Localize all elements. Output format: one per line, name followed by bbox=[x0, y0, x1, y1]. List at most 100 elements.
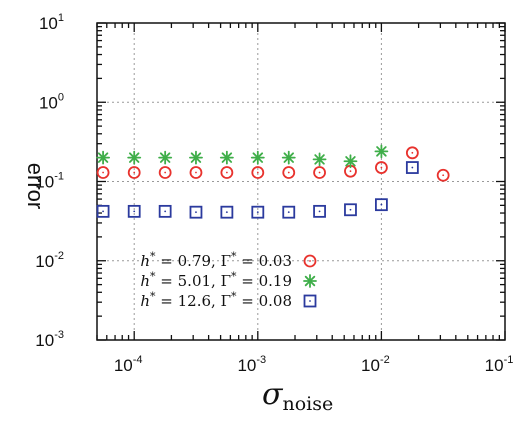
legend: h* = 0.79, Γ* = 0.03h* = 5.01, Γ* = 0.19… bbox=[140, 250, 317, 310]
legend-marker-asterisk-stroke bbox=[304, 275, 316, 287]
square-point-box bbox=[405, 161, 419, 174]
circle-point-dot bbox=[133, 171, 136, 174]
x-tick-label-base: 10 bbox=[485, 356, 504, 375]
legend-marker-square-dot bbox=[309, 300, 311, 302]
asterisk-point-stroke bbox=[314, 154, 325, 165]
asterisk-point bbox=[158, 150, 173, 165]
data-points bbox=[96, 144, 450, 219]
square-point-dot bbox=[195, 211, 197, 214]
circle-point bbox=[282, 166, 296, 179]
circle-point bbox=[436, 168, 450, 182]
y-tick-label-exponent: 0 bbox=[58, 91, 64, 103]
y-tick-label-exponent: 1 bbox=[58, 12, 64, 24]
series-square bbox=[96, 161, 419, 219]
legend-star: * bbox=[231, 290, 237, 303]
asterisk-point-stroke bbox=[345, 156, 356, 167]
y-tick-label-exponent: -3 bbox=[54, 329, 64, 341]
y-tick-label: 10-1 bbox=[35, 171, 64, 192]
y-tick-label: 100 bbox=[39, 91, 64, 112]
legend-marker-circle-ring bbox=[303, 254, 317, 268]
circle-point-ring bbox=[251, 166, 265, 179]
square-point-box bbox=[189, 205, 203, 219]
x-tick-label-exponent: -4 bbox=[133, 354, 143, 366]
x-tick-label-base: 10 bbox=[237, 356, 256, 375]
legend-label: h* = 12.6, Γ* = 0.08 bbox=[140, 290, 292, 310]
square-point-dot bbox=[133, 210, 136, 213]
asterisk-point-stroke bbox=[252, 152, 264, 163]
square-point bbox=[313, 204, 326, 218]
asterisk-point bbox=[189, 150, 203, 165]
asterisk-point-stroke bbox=[283, 152, 294, 163]
circle-point-dot bbox=[195, 171, 197, 174]
legend-h-symbol: h bbox=[140, 252, 150, 270]
y-tick-label-exponent: -2 bbox=[54, 250, 64, 262]
x-tick-label-exponent: -2 bbox=[380, 354, 390, 366]
circle-point bbox=[220, 166, 234, 179]
square-point bbox=[158, 204, 172, 218]
legend-marker-square-box bbox=[303, 294, 317, 308]
circle-point-ring bbox=[220, 166, 234, 179]
square-point bbox=[344, 203, 357, 217]
legend-h-value: = 12.6, Γ bbox=[156, 292, 231, 310]
circle-point-ring bbox=[436, 168, 450, 182]
square-point-dot bbox=[164, 210, 167, 213]
circle-point bbox=[96, 166, 110, 179]
circle-point bbox=[127, 166, 141, 179]
legend-label: h* = 5.01, Γ* = 0.19 bbox=[140, 270, 292, 290]
circle-point bbox=[251, 166, 265, 179]
asterisk-point bbox=[312, 152, 327, 167]
y-tick-label-exponent: -1 bbox=[54, 171, 64, 183]
square-point-dot bbox=[349, 208, 352, 211]
square-point bbox=[220, 205, 234, 219]
square-point-box bbox=[251, 205, 265, 219]
circle-point-dot bbox=[102, 171, 104, 174]
circle-point bbox=[158, 166, 172, 179]
x-tick-label: 10-4 bbox=[114, 354, 143, 375]
legend-marker-circle bbox=[303, 254, 317, 268]
square-point-box bbox=[127, 204, 141, 218]
series-circle bbox=[96, 146, 450, 182]
square-point bbox=[282, 205, 296, 219]
asterisk-point bbox=[343, 154, 358, 169]
circle-point-dot bbox=[380, 166, 383, 169]
legend-g-value: = 0.19 bbox=[236, 272, 292, 290]
circle-point-ring bbox=[127, 166, 141, 179]
legend-star: * bbox=[231, 250, 237, 263]
grid bbox=[97, 23, 505, 340]
legend-marker-circle-dot bbox=[309, 260, 311, 262]
asterisk-point bbox=[281, 150, 296, 165]
x-axis-title-subscript: noise bbox=[282, 393, 333, 415]
square-point bbox=[127, 204, 141, 218]
legend-star: * bbox=[150, 270, 156, 283]
circle-point bbox=[189, 166, 203, 179]
asterisk-point-stroke bbox=[376, 146, 387, 157]
y-axis-title: error bbox=[23, 163, 48, 209]
circle-point-ring bbox=[158, 166, 172, 179]
y-tick-label-base: 10 bbox=[35, 331, 54, 350]
square-point-box bbox=[344, 203, 357, 217]
circle-point-dot bbox=[256, 171, 259, 174]
x-tick-label-exponent: -3 bbox=[256, 354, 266, 366]
legend-h-symbol: h bbox=[140, 272, 150, 290]
circle-point-ring bbox=[96, 166, 110, 179]
asterisk-point bbox=[96, 150, 110, 165]
y-tick-label-base: 10 bbox=[35, 252, 54, 271]
square-point-box bbox=[313, 204, 326, 218]
legend-marker-square bbox=[303, 294, 317, 308]
legend-g-value: = 0.08 bbox=[236, 292, 292, 310]
square-point-box bbox=[158, 204, 172, 218]
y-tick-label: 101 bbox=[39, 12, 64, 33]
asterisk-point-stroke bbox=[128, 152, 140, 163]
y-tick-label-base: 10 bbox=[39, 93, 58, 112]
y-tick-label-base: 10 bbox=[35, 173, 54, 192]
legend-star: * bbox=[231, 270, 237, 283]
circle-point-dot bbox=[164, 171, 167, 174]
legend-entry: h* = 0.79, Γ* = 0.03 bbox=[140, 250, 317, 270]
x-tick-label-exponent: -1 bbox=[504, 354, 514, 366]
legend-marker-asterisk bbox=[303, 274, 317, 288]
asterisk-point-stroke bbox=[159, 152, 171, 163]
circle-point bbox=[375, 161, 388, 174]
square-point bbox=[189, 205, 203, 219]
asterisk-point bbox=[127, 150, 142, 165]
